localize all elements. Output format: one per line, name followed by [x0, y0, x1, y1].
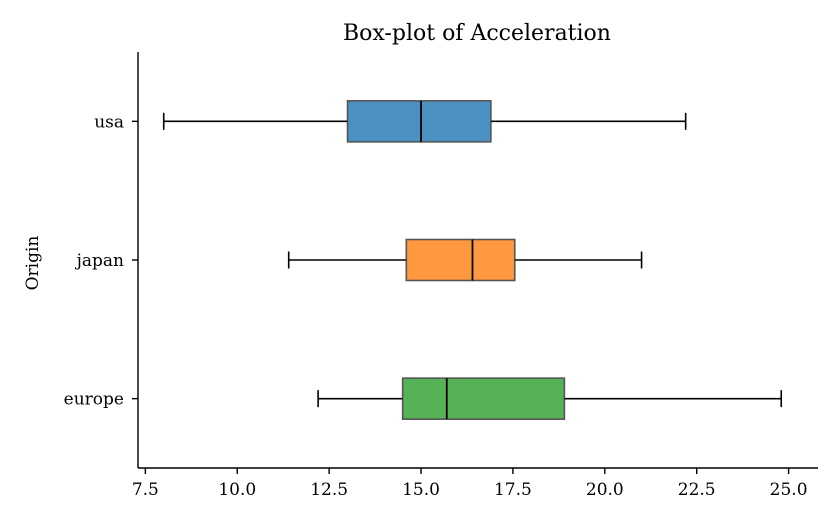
x-axis-ticks: 7.5 10.0 12.5 15.0 17.5 20.0 22.5 25.0 — [132, 468, 808, 500]
x-tick-label: 7.5 — [132, 480, 159, 500]
y-tick-label: europe — [64, 390, 124, 410]
y-axis-ticks: usa japan europe — [64, 112, 138, 410]
iqr-box — [405, 238, 516, 282]
x-tick-label: 25.0 — [770, 480, 808, 500]
box-europe — [317, 377, 783, 420]
x-tick-label: 12.5 — [310, 480, 348, 500]
box-usa — [162, 100, 687, 143]
x-tick-label: 17.5 — [494, 480, 532, 500]
x-tick-label: 15.0 — [402, 480, 440, 500]
iqr-box — [401, 377, 566, 420]
x-tick-label: 20.0 — [586, 480, 624, 500]
plot-area — [162, 100, 783, 420]
chart-title: Box-plot of Acceleration — [343, 21, 611, 46]
x-tick-label: 22.5 — [678, 480, 716, 500]
x-tick-label: 10.0 — [218, 480, 256, 500]
box-japan — [287, 238, 643, 282]
y-tick-label: usa — [94, 112, 124, 132]
iqr-box — [346, 100, 492, 143]
y-axis-label: Origin — [23, 236, 43, 291]
y-tick-label: japan — [75, 251, 124, 271]
